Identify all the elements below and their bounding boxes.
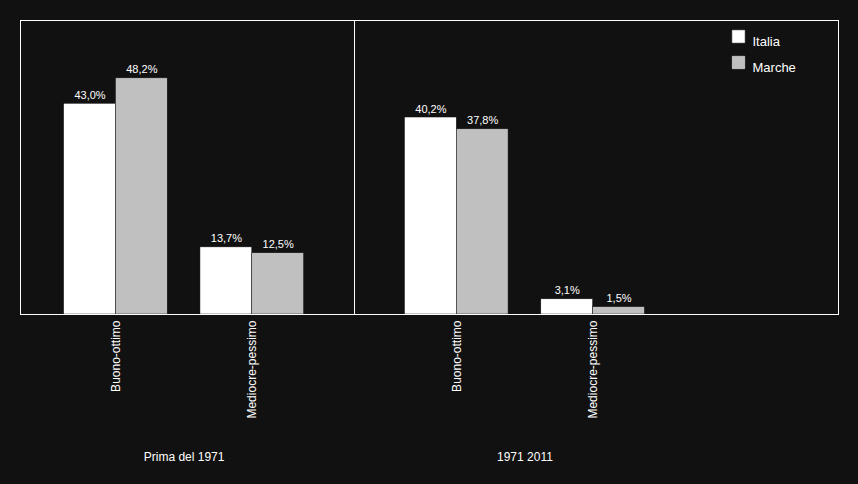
svg-text:Marche: Marche — [753, 60, 796, 75]
svg-text:Prima del 1971: Prima del 1971 — [144, 450, 225, 464]
svg-text:Italia: Italia — [753, 34, 781, 49]
svg-text:43,0%: 43,0% — [74, 89, 105, 101]
svg-text:Mediocre-pessimo: Mediocre-pessimo — [586, 320, 600, 418]
svg-text:12,5%: 12,5% — [263, 238, 294, 250]
svg-text:48,2%: 48,2% — [126, 63, 157, 75]
svg-text:3,1%: 3,1% — [555, 284, 580, 296]
svg-text:Buono-ottimo: Buono-ottimo — [450, 320, 464, 392]
svg-text:37,8%: 37,8% — [467, 114, 498, 126]
svg-text:1971 2011: 1971 2011 — [497, 450, 553, 464]
svg-text:Mediocre-pessimo: Mediocre-pessimo — [245, 320, 259, 418]
svg-text:40,2%: 40,2% — [415, 103, 446, 115]
svg-text:1,5%: 1,5% — [606, 292, 631, 304]
svg-text:13,7%: 13,7% — [211, 232, 242, 244]
svg-text:Buono-ottimo: Buono-ottimo — [109, 320, 123, 392]
